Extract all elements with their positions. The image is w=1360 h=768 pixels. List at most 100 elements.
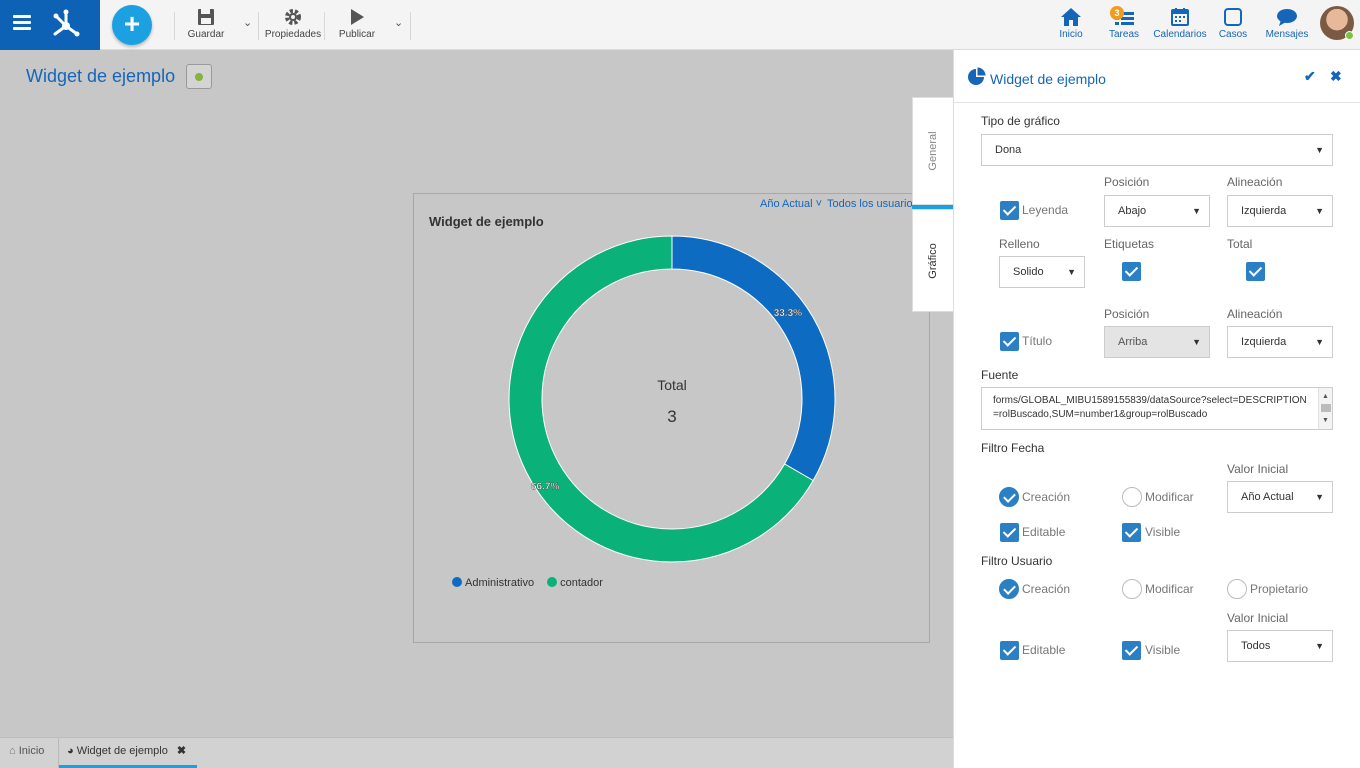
title-alignment-value: Izquierda <box>1241 336 1287 348</box>
user-creation-radio[interactable] <box>999 579 1019 599</box>
date-modify-radio[interactable] <box>1122 487 1142 507</box>
tab-chart[interactable]: Gráfico <box>912 209 953 312</box>
save-button[interactable]: Guardar <box>185 7 227 40</box>
source-textarea[interactable]: forms/GLOBAL_MIBU1589155839/dataSource?s… <box>981 387 1333 430</box>
textarea-scrollbar[interactable]: ▲ ▼ <box>1318 388 1332 429</box>
brand-area <box>0 0 100 50</box>
confirm-check-icon[interactable]: ✔ <box>1304 68 1316 84</box>
pie-chart-icon: ◕ <box>67 745 74 757</box>
fill-select[interactable]: Solido ▼ <box>999 256 1085 288</box>
legend-swatch-icon <box>452 577 462 587</box>
date-editable-checkbox[interactable] <box>1000 523 1019 542</box>
dropdown-arrow-icon: ▼ <box>1315 206 1324 216</box>
donut-slice-label: 66.7% <box>531 481 559 492</box>
legend-label-contador: contador <box>560 577 603 589</box>
nav-home-label: Inicio <box>1059 29 1083 40</box>
title-position-select: Arriba ▼ <box>1104 326 1210 358</box>
save-icon <box>198 9 214 25</box>
publish-dropdown-chevron-icon[interactable]: ⌄ <box>394 17 404 29</box>
scroll-up-icon[interactable]: ▲ <box>1322 393 1329 400</box>
donut-slice-administrativo[interactable] <box>671 235 836 482</box>
dropdown-arrow-icon: ▼ <box>1315 641 1324 651</box>
nav-calendars-label: Calendarios <box>1153 29 1207 40</box>
user-filter-dropdown[interactable]: Todos los usuarios <box>827 198 913 210</box>
donut-slice-contador[interactable] <box>508 235 814 563</box>
nav-home[interactable]: Inicio <box>1055 6 1087 40</box>
date-editable-label: Editable <box>1022 525 1066 539</box>
close-icon[interactable]: ✖ <box>176 745 187 757</box>
date-initial-value-label: Valor Inicial <box>1227 462 1289 476</box>
dropdown-arrow-icon: ▼ <box>1192 337 1201 347</box>
tasks-count-badge: 3 <box>1110 6 1124 20</box>
tab-widget[interactable]: ◕ Widget de ejemplo ✖ <box>59 738 197 768</box>
scroll-thumb[interactable] <box>1321 404 1331 412</box>
publish-label: Publicar <box>338 29 376 40</box>
nav-messages[interactable]: Mensajes <box>1264 6 1310 40</box>
legend-alignment-select[interactable]: Izquierda ▼ <box>1227 195 1333 227</box>
legend-alignment-label: Alineación <box>1227 175 1283 189</box>
donut-chart: Total 3 33.3% 66.7% <box>508 235 836 563</box>
date-filter-label: Filtro Fecha <box>981 441 1045 455</box>
chart-type-select[interactable]: Dona ▼ <box>981 134 1333 166</box>
menu-icon[interactable] <box>13 15 31 31</box>
labels-label: Etiquetas <box>1104 237 1155 251</box>
donut-center-value: 3 <box>667 407 676 426</box>
dropdown-arrow-icon: ▼ <box>1192 206 1201 216</box>
nav-cases-label: Casos <box>1218 29 1248 40</box>
date-creation-label: Creación <box>1022 490 1071 504</box>
date-initial-select[interactable]: Año Actual ▼ <box>1227 481 1333 513</box>
top-toolbar: + Guardar ⌄ Propiedades Publicar ⌄ Inici… <box>0 0 1360 50</box>
date-initial-value: Año Actual <box>1241 491 1294 503</box>
user-initial-select[interactable]: Todos ▼ <box>1227 630 1333 662</box>
date-visible-checkbox[interactable] <box>1122 523 1141 542</box>
nav-cases[interactable]: Casos <box>1216 6 1250 40</box>
chart-legend: Administrativo contador <box>452 577 613 589</box>
user-visible-checkbox[interactable] <box>1122 641 1141 660</box>
title-checkbox[interactable] <box>1000 332 1019 351</box>
total-checkbox[interactable] <box>1246 262 1265 281</box>
tab-home[interactable]: ⌂ Inicio <box>9 738 57 768</box>
user-modify-label: Modificar <box>1145 582 1194 596</box>
legend-item[interactable]: contador <box>547 577 603 589</box>
nav-messages-label: Mensajes <box>1265 29 1309 40</box>
title-alignment-label: Alineación <box>1227 307 1283 321</box>
tab-general[interactable]: General <box>912 97 953 205</box>
add-button[interactable]: + <box>112 5 152 45</box>
status-button[interactable] <box>186 64 212 89</box>
cases-icon <box>1224 8 1242 26</box>
date-creation-radio[interactable] <box>999 487 1019 507</box>
year-filter-dropdown[interactable]: Año Actual ˅ <box>760 198 822 210</box>
toolbar-divider <box>324 12 325 40</box>
scroll-down-icon[interactable]: ▼ <box>1322 417 1329 424</box>
chart-widget: Widget de ejemplo Año Actual ˅ Todos los… <box>413 193 930 643</box>
user-owner-label: Propietario <box>1250 582 1309 596</box>
pie-chart-icon <box>968 67 986 85</box>
publish-button[interactable]: Publicar <box>336 7 378 40</box>
toolbar-divider <box>258 12 259 40</box>
chart-type-value: Dona <box>995 144 1022 156</box>
close-icon[interactable]: ✖ <box>1330 68 1342 84</box>
legend-item[interactable]: Administrativo <box>452 577 534 589</box>
nav-calendars[interactable]: Calendarios <box>1152 6 1208 40</box>
widget-title: Widget de ejemplo <box>429 214 544 229</box>
legend-checkbox[interactable] <box>1000 201 1019 220</box>
legend-position-select[interactable]: Abajo ▼ <box>1104 195 1210 227</box>
logo-icon[interactable] <box>50 8 82 40</box>
properties-label: Propiedades <box>264 29 322 40</box>
save-dropdown-chevron-icon[interactable]: ⌄ <box>243 17 253 29</box>
user-owner-radio[interactable] <box>1227 579 1247 599</box>
user-initial-value: Todos <box>1241 640 1271 652</box>
title-alignment-select[interactable]: Izquierda ▼ <box>1227 326 1333 358</box>
toolbar-divider <box>410 12 411 40</box>
save-label: Guardar <box>187 29 225 40</box>
user-creation-label: Creación <box>1022 582 1071 596</box>
status-dot-icon <box>195 73 203 81</box>
user-editable-checkbox[interactable] <box>1000 641 1019 660</box>
legend-checkbox-label: Leyenda <box>1022 203 1069 217</box>
home-icon <box>1061 8 1081 26</box>
labels-checkbox[interactable] <box>1122 262 1141 281</box>
user-modify-radio[interactable] <box>1122 579 1142 599</box>
properties-button[interactable]: Propiedades <box>264 7 322 40</box>
legend-label-administrativo: Administrativo <box>465 577 535 589</box>
gear-icon <box>285 9 301 25</box>
